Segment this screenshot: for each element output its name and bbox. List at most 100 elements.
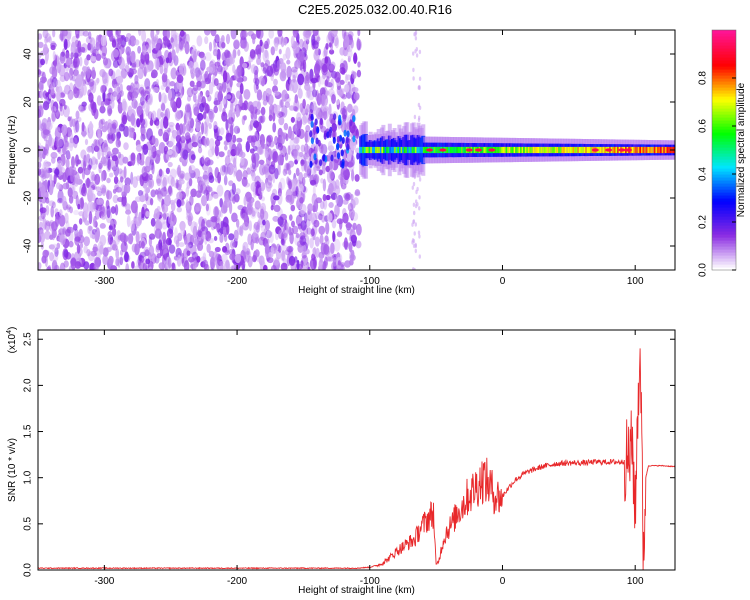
noise-cell — [279, 177, 286, 190]
noise-cell — [261, 256, 265, 267]
noise-cell — [64, 57, 72, 66]
y-tick-label: 2.5 — [23, 332, 34, 346]
noise-cell — [236, 127, 241, 134]
noise-cell — [329, 170, 335, 180]
noise-cell — [280, 238, 285, 246]
noise-cell — [258, 159, 265, 165]
noise-cell — [203, 30, 211, 36]
noise-cell — [185, 123, 191, 133]
noise-cell — [83, 261, 90, 270]
noise-cell — [160, 102, 166, 111]
noise-cell — [213, 206, 220, 218]
noise-cell — [141, 30, 147, 43]
noise-cell — [351, 169, 355, 182]
noise-cell — [64, 212, 69, 224]
noise-cell — [190, 221, 198, 234]
noise-cell — [185, 202, 190, 211]
noise-cell — [131, 68, 138, 75]
noise-cell — [332, 230, 336, 243]
noise-cell — [277, 192, 283, 205]
noise-cell — [67, 116, 71, 122]
noise-cell — [63, 71, 70, 82]
noise-cell — [243, 196, 247, 207]
noise-cell — [104, 146, 111, 153]
noise-cell — [49, 179, 55, 191]
noise-cell — [189, 195, 194, 206]
noise-cell — [141, 166, 147, 177]
colorbar-segment — [712, 231, 736, 235]
noise-cell — [151, 110, 157, 121]
noise-cell — [62, 30, 68, 37]
noise-cell — [42, 218, 47, 230]
noise-cell — [199, 103, 205, 113]
colorbar-segment — [712, 123, 736, 127]
noise-cell — [96, 77, 100, 84]
noise-cell — [280, 62, 287, 74]
x-tick-label: -300 — [94, 576, 114, 587]
noise-cell — [272, 151, 279, 163]
noise-cell — [298, 50, 305, 62]
noise-cell — [198, 51, 205, 58]
colorbar-segment — [712, 162, 736, 166]
colorbar-segment — [712, 120, 736, 124]
noise-cell — [50, 99, 55, 111]
ridge-peak — [591, 148, 599, 152]
noise-cell — [204, 70, 209, 83]
noise-cell — [43, 179, 49, 188]
noise-cell — [115, 30, 121, 36]
noise-cell — [144, 44, 150, 55]
noise-cell — [292, 225, 299, 235]
noise-cell — [255, 121, 262, 132]
spectrogram-cells — [38, 30, 675, 270]
noise-cell — [134, 39, 140, 46]
noise-cell — [346, 130, 350, 138]
colorbar-segment — [712, 132, 736, 136]
noise-cell — [333, 238, 341, 252]
colorbar-segment — [712, 84, 736, 88]
colorbar-segment — [712, 243, 736, 247]
noise-cell — [161, 221, 168, 230]
noise-cell — [335, 192, 339, 204]
noise-cell — [268, 30, 275, 39]
noise-cell — [51, 77, 58, 88]
colorbar-segment — [712, 78, 736, 82]
noise-cell — [319, 253, 324, 263]
noise-cell — [144, 249, 150, 257]
noise-cell — [122, 156, 129, 164]
noise-cell — [44, 169, 50, 179]
noise-cell — [313, 219, 320, 228]
noise-cell — [231, 241, 238, 248]
noise-cell — [232, 196, 236, 204]
noise-cell — [117, 92, 121, 105]
noise-cell — [83, 245, 88, 254]
noise-cell — [276, 243, 281, 252]
noise-cell — [174, 34, 178, 48]
noise-cell — [316, 36, 321, 42]
noise-cell — [212, 49, 218, 57]
noise-cell — [221, 52, 227, 62]
noise-cell — [79, 56, 83, 67]
noise-cell — [111, 119, 118, 129]
noise-cell — [117, 234, 125, 241]
colorbar-segment — [712, 216, 736, 220]
noise-cell — [170, 220, 174, 227]
noise-cell — [61, 195, 67, 208]
noise-cell — [80, 149, 87, 160]
colorbar-segment — [712, 213, 736, 217]
noise-cell — [291, 220, 295, 228]
y-tick-label: -20 — [23, 190, 34, 205]
noise-cell — [77, 203, 81, 210]
noise-cell — [180, 135, 186, 144]
noise-cell — [99, 204, 105, 216]
noise-cell — [310, 228, 314, 238]
noise-cell — [74, 177, 79, 187]
noise-cell — [131, 261, 135, 269]
noise-cell — [346, 49, 353, 59]
noise-cell — [261, 115, 266, 123]
noise-cell — [247, 30, 255, 37]
noise-cell — [240, 39, 248, 49]
noise-cell — [51, 243, 59, 253]
x-tick-label: -200 — [227, 576, 247, 587]
noise-cell — [57, 60, 62, 70]
noise-cell — [304, 161, 311, 175]
